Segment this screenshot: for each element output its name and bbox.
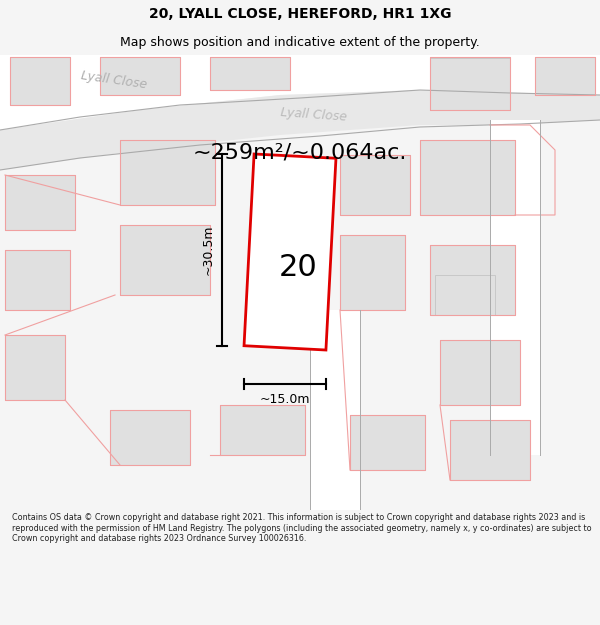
Text: 20, LYALL CLOSE, HEREFORD, HR1 1XG: 20, LYALL CLOSE, HEREFORD, HR1 1XG — [149, 7, 451, 21]
Bar — [5, 250, 70, 310]
Text: 20: 20 — [278, 253, 317, 281]
Polygon shape — [490, 120, 540, 455]
Bar — [340, 235, 405, 310]
Bar — [350, 415, 425, 470]
Bar — [450, 420, 530, 480]
Text: ~259m²/~0.064ac.: ~259m²/~0.064ac. — [193, 142, 407, 162]
Bar — [210, 57, 290, 90]
Polygon shape — [244, 154, 336, 350]
Bar — [440, 340, 520, 405]
Bar — [420, 140, 515, 215]
Bar — [110, 410, 190, 465]
Bar — [430, 58, 510, 110]
Bar — [435, 275, 495, 315]
Bar — [5, 335, 65, 400]
Bar — [220, 405, 305, 455]
Text: ~15.0m: ~15.0m — [260, 393, 310, 406]
Polygon shape — [0, 55, 600, 130]
Bar — [120, 225, 210, 295]
Text: Contains OS data © Crown copyright and database right 2021. This information is : Contains OS data © Crown copyright and d… — [12, 514, 592, 543]
Bar — [430, 245, 515, 315]
Text: Lyall Close: Lyall Close — [280, 106, 347, 124]
Text: ~30.5m: ~30.5m — [202, 224, 215, 275]
Polygon shape — [0, 90, 600, 170]
Bar — [10, 57, 70, 105]
Bar — [5, 175, 75, 230]
Bar — [100, 57, 180, 95]
Bar — [120, 140, 215, 205]
Text: Lyall Close: Lyall Close — [80, 69, 148, 91]
Polygon shape — [310, 310, 360, 510]
Bar — [340, 155, 410, 215]
Text: Map shows position and indicative extent of the property.: Map shows position and indicative extent… — [120, 36, 480, 49]
Bar — [535, 57, 595, 95]
